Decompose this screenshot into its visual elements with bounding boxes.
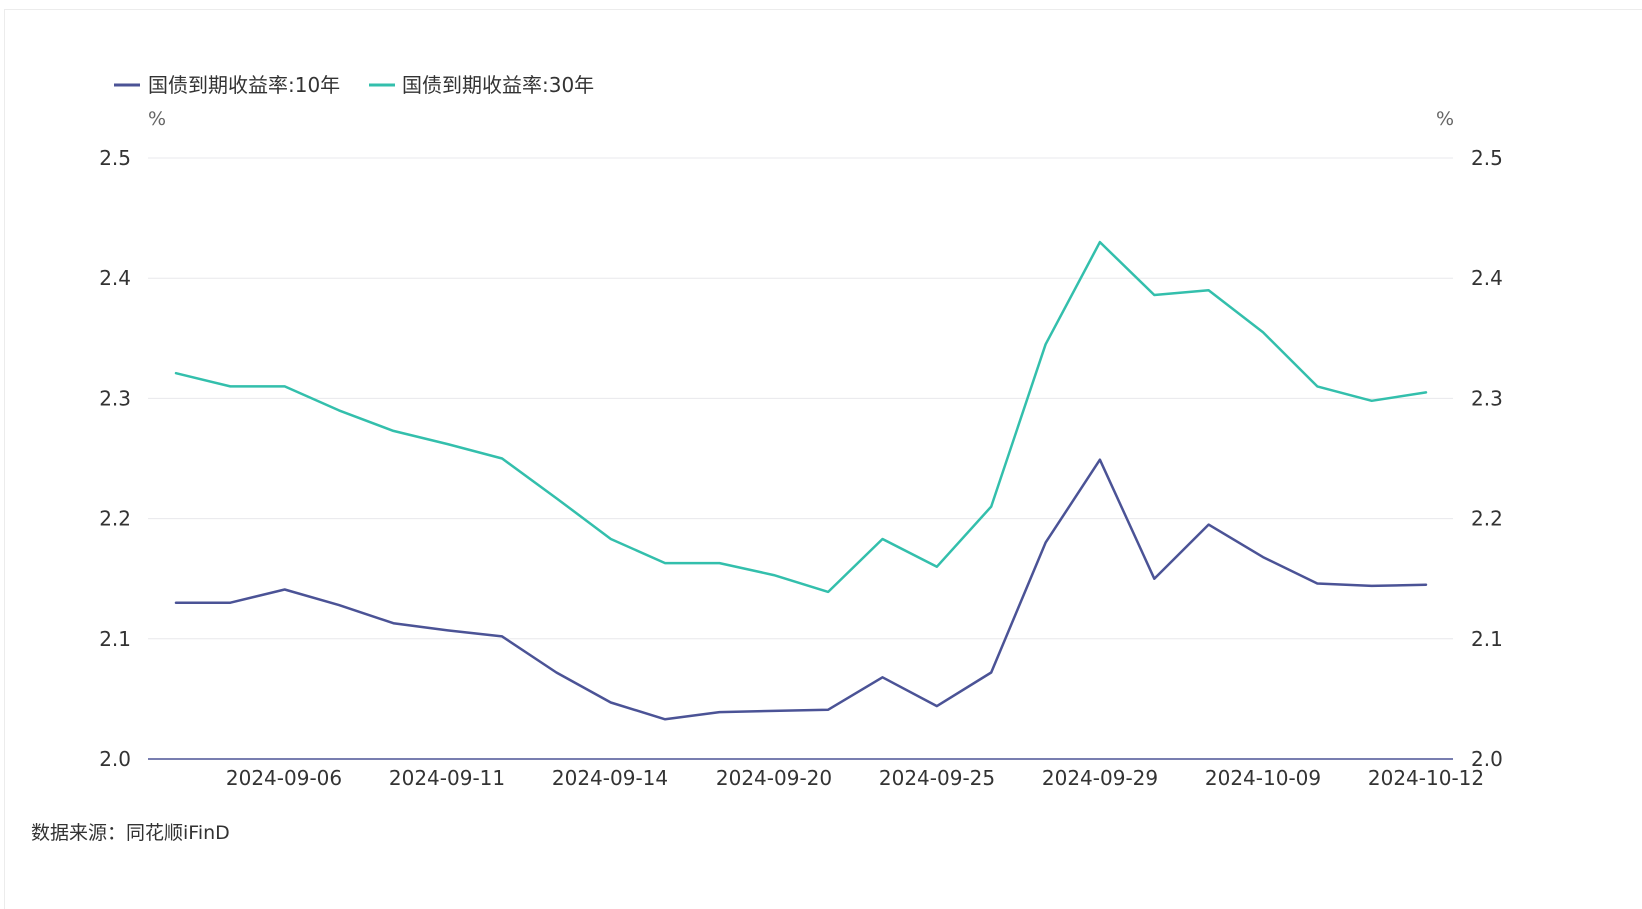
data-source-note: 数据来源：同花顺iFinD — [31, 822, 230, 844]
y-left-tick-label: 2.5 — [99, 146, 131, 170]
y-right-tick-label: 2.0 — [1471, 747, 1503, 771]
axes: 2.0 2.1 2.2 2.3 2.4 2.5 2.0 2.1 2.2 2.3 2.4 2.5% % 20… — [99, 108, 1503, 790]
legend-label[interactable]: 国债到期收益率:10年 — [148, 73, 340, 97]
y-right-tick-label: 2.4 — [1471, 266, 1503, 290]
y-left-tick-label: 2.4 — [99, 266, 131, 290]
legend: 国债到期收益率:10年 国债到期收益率:30年 — [114, 73, 594, 97]
x-tick-label: 2024-09-11 — [389, 766, 505, 790]
y-right-tick-label: 2.3 — [1471, 386, 1503, 410]
series-line-10y — [174, 458, 1428, 721]
line-chart: 2.0 2.1 2.2 2.3 2.4 2.5 2.0 2.1 2.2 2.3 2.4 2.5% % 20… — [99, 73, 1503, 790]
y-right-tick-label: 2.2 — [1471, 507, 1503, 531]
x-tick-label: 2024-09-29 — [1042, 766, 1158, 790]
grid-lines — [148, 157, 1453, 640]
x-tick-label: 2024-09-14 — [552, 766, 668, 790]
x-tick-label: 2024-10-12 — [1368, 766, 1484, 790]
x-tick-label: 2024-09-06 — [226, 766, 342, 790]
x-tick-label: 2024-10-09 — [1205, 766, 1321, 790]
series-lines — [174, 240, 1428, 721]
y-right-unit: % — [1436, 108, 1454, 130]
y-left-tick-label: 2.0 — [99, 747, 131, 771]
y-right-tick-label: 2.1 — [1471, 627, 1503, 651]
x-tick-label: 2024-09-20 — [716, 766, 832, 790]
y-right-tick-label: 2.5 — [1471, 146, 1503, 170]
y-left-tick-label: 2.1 — [99, 627, 131, 651]
series-line-30y — [174, 240, 1428, 594]
legend-label[interactable]: 国债到期收益率:30年 — [402, 73, 594, 97]
y-left-tick-label: 2.2 — [99, 507, 131, 531]
y-left-unit: % — [148, 108, 166, 130]
chart-frame — [4, 9, 1642, 909]
x-tick-label: 2024-09-25 — [879, 766, 995, 790]
y-left-tick-label: 2.3 — [99, 386, 131, 410]
